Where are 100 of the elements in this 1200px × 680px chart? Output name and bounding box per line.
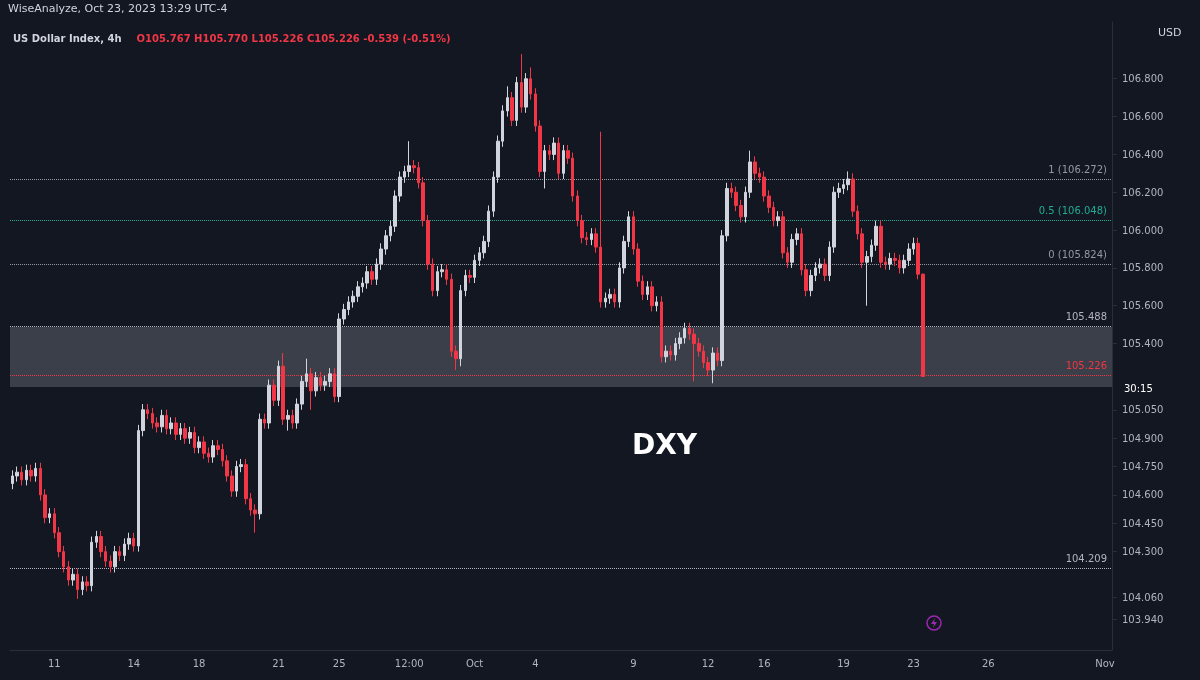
candlestick	[879, 220, 883, 269]
y-tick-label: 106.800	[1122, 73, 1164, 85]
candlestick	[650, 280, 654, 312]
candlestick	[370, 265, 374, 286]
candlestick	[608, 288, 612, 305]
y-tick-label: 104.300	[1122, 546, 1164, 558]
candlestick	[776, 210, 780, 227]
candlestick	[211, 439, 215, 464]
ref-line-label: 105.226	[1065, 360, 1107, 372]
candlestick	[48, 507, 51, 524]
y-tick-label: 106.400	[1122, 148, 1164, 160]
candlestick	[286, 409, 290, 432]
candlestick	[160, 409, 164, 433]
candlestick	[263, 413, 266, 430]
y-tick-label: 104.450	[1122, 517, 1164, 529]
candlestick	[590, 227, 593, 246]
ref-line-label: 1 (106.272)	[1048, 163, 1108, 175]
candlestick	[277, 360, 280, 407]
candlestick	[506, 85, 509, 118]
ref-line-label: 0.5 (106.048)	[1038, 205, 1108, 217]
candlestick	[272, 379, 276, 407]
candlestick	[468, 269, 472, 284]
text: US Dollar Index, 4h	[13, 32, 122, 44]
candlestick	[716, 346, 719, 367]
candlestick	[71, 568, 75, 587]
candlestick	[291, 409, 294, 430]
candlestick	[552, 136, 556, 161]
x-tick-label: 12:00	[394, 657, 424, 669]
y-tick-label: 105.400	[1122, 338, 1164, 350]
x-tick-label: 16	[757, 657, 771, 669]
candlestick	[267, 379, 271, 430]
candlestick	[165, 409, 168, 435]
candlestick	[562, 144, 565, 180]
x-tick-label: 23	[907, 657, 920, 669]
candlestick	[846, 170, 850, 191]
x-tick-label: 18	[192, 657, 206, 669]
candlestick	[132, 532, 135, 553]
y-tick-label: 104.750	[1122, 461, 1164, 473]
x-tick-label: 19	[837, 657, 850, 669]
candlestick	[753, 155, 757, 180]
y-tick-label: 106.200	[1122, 186, 1164, 198]
candlestick	[510, 91, 514, 127]
candlestick	[888, 252, 892, 271]
text: 30:15	[1124, 382, 1153, 394]
candlestick	[174, 416, 178, 441]
candlestick	[29, 464, 33, 483]
x-tick-label: Oct	[465, 657, 484, 669]
x-tick-label: 11	[47, 657, 61, 669]
candlestick	[34, 462, 37, 483]
x-tick-label: 14	[127, 657, 141, 669]
annotation: DXY	[632, 427, 698, 461]
ref-line-label: 0 (105.824)	[1048, 248, 1108, 260]
candlestick	[613, 288, 616, 309]
candlestick	[314, 371, 318, 398]
candlestick	[202, 435, 206, 460]
candlestick	[660, 295, 663, 363]
candlestick	[169, 416, 173, 435]
y-tick-label: 104.900	[1122, 432, 1164, 444]
candlestick	[188, 426, 192, 445]
y-tick-label: 105.800	[1122, 262, 1164, 274]
y-tick-label: 104.060	[1122, 591, 1164, 603]
y-axis-title: USD	[1158, 26, 1182, 39]
y-tick-label: 105.050	[1122, 404, 1164, 416]
candlestick	[365, 265, 369, 290]
candlestick	[193, 426, 196, 454]
y-tick-label: 104.600	[1122, 489, 1164, 501]
candlestick	[76, 568, 79, 600]
x-tick-label: 9	[630, 657, 637, 669]
candlestick	[646, 280, 649, 301]
candlestick	[664, 344, 668, 363]
candlestick	[524, 72, 528, 114]
y-tick-label: 103.940	[1122, 614, 1164, 626]
candlestick	[515, 76, 518, 127]
candlestick	[258, 413, 262, 520]
candlestick	[95, 530, 98, 549]
candlestick	[655, 295, 658, 312]
candlestick	[179, 422, 182, 441]
candlestick	[473, 254, 476, 284]
candlestick	[67, 560, 70, 587]
candlestick	[445, 263, 448, 286]
candlestick	[81, 575, 84, 596]
candlestick	[118, 545, 121, 562]
text: WiseAnalyze, Oct 23, 2023 13:29 UTC-4	[8, 2, 228, 15]
candlestick	[90, 536, 93, 592]
candlestick	[543, 144, 546, 189]
candlestick	[20, 466, 23, 486]
candlestick	[25, 464, 28, 486]
candlestick	[711, 346, 715, 384]
y-tick-label: 106.600	[1122, 111, 1164, 123]
candlestick	[183, 422, 187, 445]
candlestick	[520, 53, 523, 114]
x-tick-label: 26	[981, 657, 995, 669]
y-tick-label: 106.000	[1122, 224, 1164, 236]
candlestick	[464, 269, 467, 297]
x-tick-label: 12	[701, 657, 715, 669]
candlestick	[548, 144, 551, 161]
candlestick	[823, 257, 827, 282]
candlestick	[146, 403, 149, 420]
candlestick	[557, 136, 560, 180]
candlestick	[459, 284, 462, 367]
